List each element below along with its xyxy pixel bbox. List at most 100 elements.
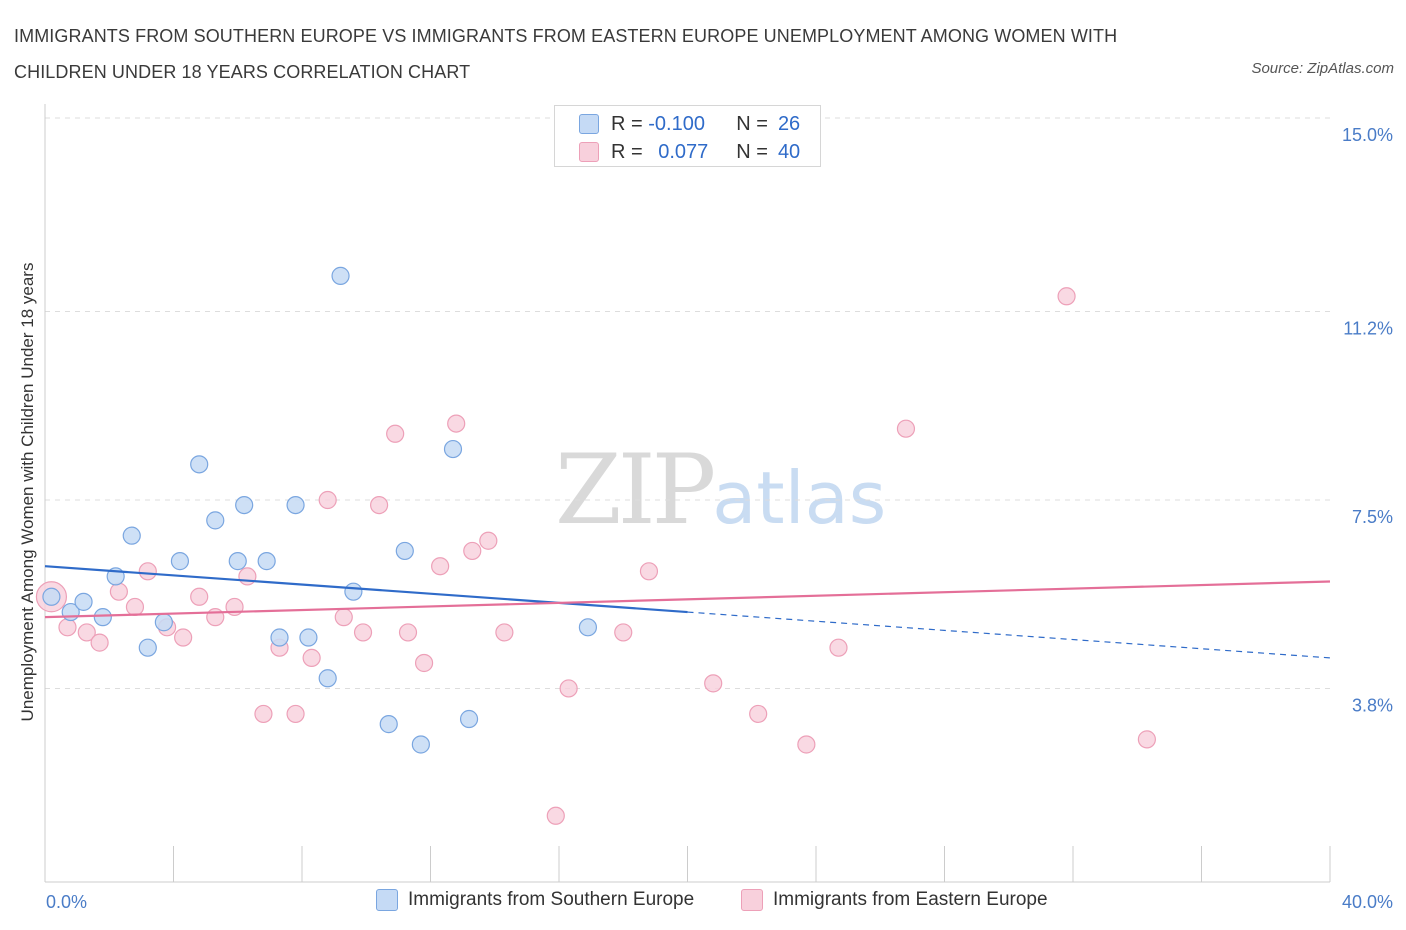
data-point-southern (395, 541, 414, 561)
data-point-southern (235, 495, 254, 515)
legend-row-eastern: R = 0.077 N = 40 (579, 139, 800, 165)
data-point-southern (318, 669, 337, 688)
series-legend: Immigrants from Southern Europe Immigran… (0, 889, 1406, 915)
data-point-southern (154, 613, 173, 632)
data-point-eastern (77, 623, 96, 642)
source-label: Source: ZipAtlas.com (1251, 60, 1394, 77)
y-tick-label: 3.8% (1352, 695, 1393, 715)
watermark-zip: ZIP (555, 434, 716, 546)
data-point-eastern (1137, 730, 1156, 749)
legend-n-label: N = (736, 140, 768, 163)
legend-swatch-southern (579, 114, 599, 134)
legend-row-southern: R = -0.100 N = 26 (579, 111, 800, 137)
data-point-eastern (797, 735, 816, 754)
data-point-southern (42, 587, 61, 606)
watermark: ZIPatlas (555, 440, 886, 548)
data-point-eastern (463, 541, 482, 561)
data-point-southern (411, 735, 430, 754)
axis-labels: 3.8% 7.5% 11.2% 15.0% 0.0% 40.0% Unemployment … (18, 125, 1393, 912)
legend-r-label: R = (611, 112, 643, 135)
legend-n-value-southern: 26 (777, 112, 801, 135)
data-point-southern (74, 592, 93, 611)
data-point-southern (257, 552, 276, 571)
data-point-eastern (447, 414, 466, 433)
data-point-southern (93, 608, 112, 627)
data-point-eastern (559, 679, 578, 698)
trend-line-southern (44, 565, 688, 614)
legend-swatch-southern (376, 889, 398, 911)
data-point-eastern (546, 806, 565, 825)
data-point-eastern (90, 633, 109, 652)
data-point-eastern (386, 424, 405, 443)
data-point-eastern (370, 495, 389, 515)
legend-n-value-eastern: 40 (777, 140, 801, 163)
x-tick-label: 40.0% (1342, 892, 1393, 912)
data-point-southern (459, 709, 479, 729)
chart-title: IMMIGRANTS FROM SOUTHERN EUROPE VS IMMIG… (14, 26, 1118, 82)
data-point-eastern (829, 638, 848, 657)
data-point-southern (379, 715, 398, 734)
legend-n-label: N = (736, 112, 768, 135)
data-point-southern (228, 552, 247, 571)
watermark-atlas: atlas (712, 456, 887, 540)
data-point-eastern (138, 562, 157, 581)
data-point-eastern (318, 490, 337, 510)
data-point-southern (122, 526, 141, 545)
y-tick-label: 7.5% (1352, 507, 1393, 527)
legend-item-eastern: Immigrants from Eastern Europe (741, 889, 1048, 911)
data-point-eastern (58, 618, 77, 637)
data-point-eastern (353, 623, 373, 642)
data-point-eastern (431, 557, 450, 576)
data-point-eastern (614, 623, 633, 642)
legend-label-eastern: Immigrants from Eastern Europe (773, 889, 1048, 910)
data-point-southern (138, 638, 157, 657)
trend-line-southern-extension (687, 611, 1331, 659)
y-tick-label: 11.2% (1343, 319, 1393, 339)
trend-lines (44, 565, 1331, 659)
data-point-eastern (286, 704, 305, 724)
legend-swatch-eastern (579, 142, 599, 162)
grid-lines (45, 117, 1330, 689)
y-tick-label: 15.0% (1342, 125, 1393, 145)
data-point-eastern (749, 704, 768, 724)
legend-swatch-eastern (741, 889, 763, 911)
axes (44, 104, 1331, 883)
trend-line-eastern (44, 580, 1331, 619)
data-point-southern (286, 495, 305, 515)
data-point-southern (270, 628, 289, 647)
data-point-eastern (704, 674, 723, 693)
data-point-eastern (174, 628, 193, 647)
legend-label-southern: Immigrants from Southern Europe (408, 889, 695, 910)
data-point-eastern (125, 597, 145, 617)
legend-r-value-southern: -0.100 (648, 112, 705, 135)
data-point-southern (578, 618, 598, 637)
data-point-eastern (398, 623, 418, 642)
data-point-southern (170, 552, 190, 571)
stats-legend: R = -0.100 N = 26 R = 0.077 N = 40 (554, 105, 821, 167)
data-point-eastern (254, 704, 273, 724)
data-point-eastern (495, 623, 514, 642)
legend-r-value-eastern: 0.077 (658, 140, 709, 163)
series-eastern-europe-points (35, 287, 1156, 825)
data-point-southern (443, 439, 463, 459)
data-point-southern (331, 266, 350, 285)
data-point-eastern (334, 608, 353, 627)
y-axis-label: Unemployment Among Women with Children U… (18, 263, 37, 722)
data-point-eastern (479, 531, 498, 550)
legend-r-label: R = (611, 140, 643, 163)
data-point-southern (344, 582, 363, 601)
data-point-eastern (190, 587, 209, 606)
data-point-eastern (414, 653, 434, 673)
data-point-southern (206, 511, 225, 530)
data-point-southern (299, 628, 318, 647)
data-point-southern (190, 455, 209, 474)
data-point-eastern (1057, 287, 1076, 306)
data-point-eastern (896, 419, 916, 438)
data-point-eastern (639, 562, 659, 581)
data-point-eastern (238, 567, 257, 586)
x-tick-label: 0.0% (46, 892, 87, 912)
data-point-eastern (302, 648, 321, 667)
legend-item-southern: Immigrants from Southern Europe (376, 889, 694, 911)
series-southern-europe-points (42, 266, 598, 754)
